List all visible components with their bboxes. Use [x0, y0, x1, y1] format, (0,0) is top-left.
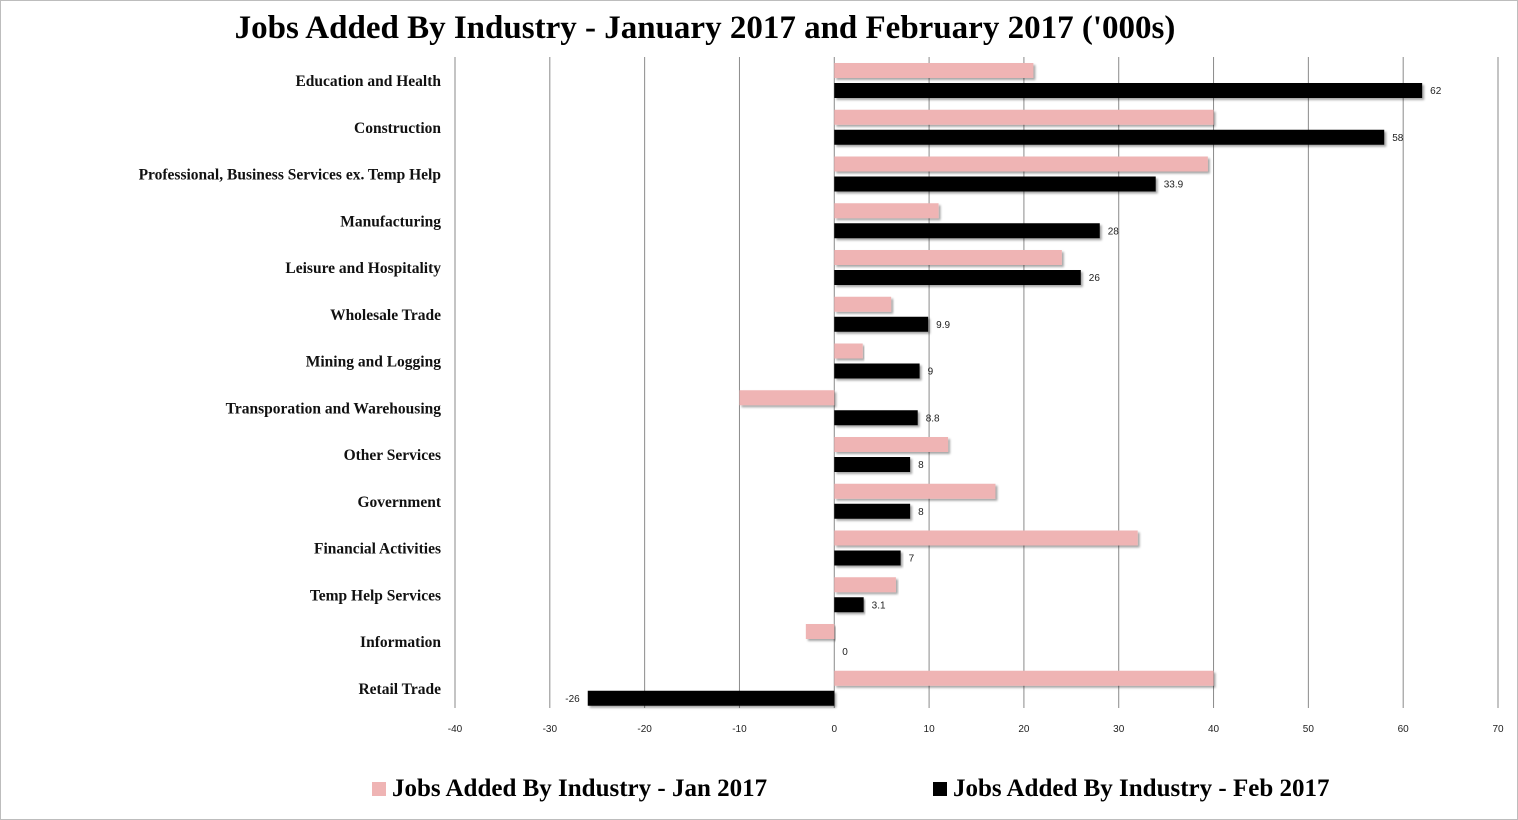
bar-feb — [834, 457, 911, 472]
bar-jan — [805, 624, 835, 639]
bar-feb — [834, 363, 920, 379]
category-label: Mining and Logging — [306, 354, 441, 371]
x-tick-label: 20 — [1018, 724, 1030, 735]
legend-swatch-feb — [933, 782, 947, 796]
legend-swatch-jan — [372, 782, 386, 796]
legend-item-feb: Jobs Added By Industry - Feb 2017 — [933, 775, 1329, 803]
x-tick-label: -20 — [637, 724, 652, 735]
legend-label-jan: Jobs Added By Industry - Jan 2017 — [392, 775, 768, 802]
bar-feb — [587, 690, 835, 706]
category-label: Retail Trade — [358, 681, 441, 698]
bar-jan — [834, 530, 1138, 546]
data-label: 26 — [1089, 273, 1101, 284]
bar-jan — [834, 63, 1034, 78]
x-tick-label: 0 — [831, 724, 837, 735]
category-label: Leisure and Hospitality — [285, 260, 441, 277]
data-label: 8.8 — [926, 413, 940, 424]
bar-feb — [834, 129, 1385, 145]
chart-title: Jobs Added By Industry - January 2017 an… — [234, 10, 1176, 46]
data-label: 3.1 — [872, 600, 886, 611]
x-tick-label: 10 — [924, 724, 936, 735]
category-label: Government — [357, 494, 441, 511]
bar-jan — [834, 437, 949, 452]
category-label: Wholesale Trade — [330, 307, 441, 324]
x-tick-label: 40 — [1208, 724, 1220, 735]
legend-label-feb: Jobs Added By Industry - Feb 2017 — [953, 775, 1330, 802]
x-tick-label: 60 — [1398, 724, 1410, 735]
bar-jan — [834, 577, 896, 593]
bar-feb — [834, 503, 911, 519]
data-label: 58 — [1392, 133, 1404, 144]
x-tick-label: 30 — [1113, 724, 1125, 735]
x-tick-label: -30 — [543, 724, 558, 735]
x-tick-label: 50 — [1303, 724, 1315, 735]
bar-jan — [834, 483, 996, 499]
data-label: 33.9 — [1164, 180, 1184, 191]
x-tick-label: 70 — [1492, 724, 1504, 735]
category-label: Transporation and Warehousing — [226, 400, 442, 417]
data-label: 28 — [1108, 226, 1120, 237]
data-label: 8 — [918, 460, 924, 471]
bar-feb — [834, 597, 864, 613]
category-label: Professional, Business Services ex. Temp… — [139, 167, 441, 184]
bar-jan — [834, 156, 1208, 172]
data-label: -26 — [565, 694, 580, 705]
legend-item-jan: Jobs Added By Industry - Jan 2017 — [372, 775, 767, 803]
data-label: 9.9 — [936, 320, 950, 331]
bar-feb — [834, 83, 1423, 98]
bar-jan — [834, 250, 1062, 265]
bar-feb — [834, 223, 1100, 239]
bar-jan — [739, 390, 835, 406]
bar-jan — [834, 296, 892, 312]
category-label: Temp Help Services — [310, 587, 441, 604]
data-label: 9 — [928, 367, 934, 378]
category-label: Information — [360, 634, 441, 651]
data-label: 62 — [1430, 86, 1442, 97]
category-label: Financial Activities — [314, 541, 441, 558]
category-label: Construction — [354, 120, 441, 137]
bar-jan — [834, 203, 939, 219]
data-label: 7 — [909, 554, 915, 565]
bar-feb — [834, 410, 918, 426]
legend: Jobs Added By Industry - Jan 2017 Jobs A… — [0, 775, 1518, 809]
data-label: 0 — [842, 647, 848, 658]
bar-feb — [834, 550, 901, 566]
category-label: Other Services — [344, 447, 441, 464]
bar-jan — [834, 109, 1214, 125]
x-tick-label: -10 — [732, 724, 747, 735]
x-tick-label: -40 — [448, 724, 463, 735]
category-label: Education and Health — [295, 73, 441, 90]
bar-jan — [834, 670, 1214, 686]
data-label: 8 — [918, 507, 924, 518]
bar-jan — [834, 343, 863, 359]
category-label: Manufacturing — [340, 213, 441, 230]
bar-feb — [834, 316, 929, 332]
bar-feb — [834, 270, 1081, 285]
bar-feb — [834, 176, 1156, 192]
